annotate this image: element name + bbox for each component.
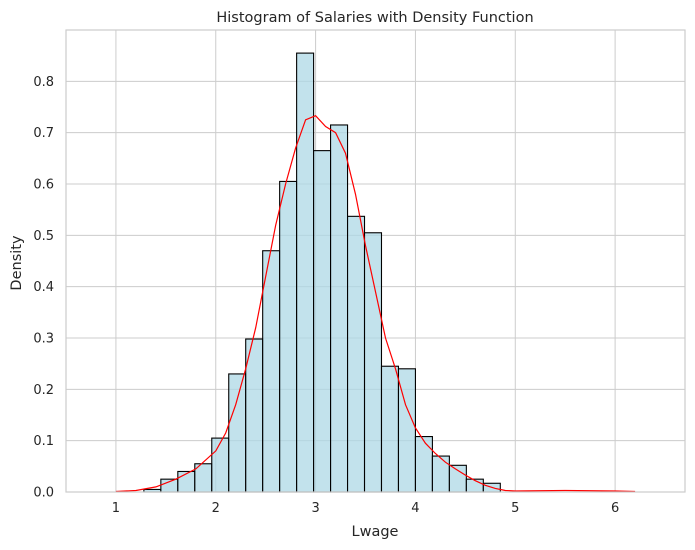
chart-title: Histogram of Salaries with Density Funct… <box>216 10 533 26</box>
histogram-bar <box>380 365 400 493</box>
x-tick-label: 2 <box>212 501 220 516</box>
y-tick-label: 0.4 <box>33 280 54 295</box>
histogram-bar <box>262 250 281 493</box>
histogram-bar <box>245 338 264 493</box>
histogram-bar <box>363 232 383 493</box>
x-tick-label: 3 <box>311 501 319 516</box>
plot-frame <box>65 29 686 493</box>
density-curve <box>115 114 636 493</box>
histogram-bar <box>346 215 366 493</box>
y-tick-label: 0.2 <box>33 383 54 398</box>
histogram-bar <box>330 124 349 493</box>
histogram-bar <box>448 464 467 493</box>
histogram-bar <box>313 150 332 493</box>
histogram-bar <box>177 470 196 493</box>
histogram-bar <box>211 437 230 493</box>
x-tick-labels: 1 2 3 4 5 6 <box>112 501 619 516</box>
histogram-bar <box>431 455 450 493</box>
y-tick-labels: 0.0 0.1 0.2 0.3 0.4 0.5 0.6 0.7 0.8 <box>33 75 54 501</box>
x-tick-label: 5 <box>511 501 519 516</box>
histogram-bar <box>279 180 298 493</box>
x-axis-label: Lwage <box>352 524 399 540</box>
histogram-bar <box>228 373 247 493</box>
y-tick-label: 0.7 <box>33 126 54 141</box>
x-tick-label: 6 <box>611 501 619 516</box>
y-tick-label: 0.0 <box>33 486 54 501</box>
y-tick-label: 0.5 <box>33 229 54 244</box>
y-tick-label: 0.3 <box>33 332 54 347</box>
density-curve-layer <box>115 114 636 493</box>
x-tick-label: 4 <box>411 501 419 516</box>
y-axis-label: Density <box>9 235 25 291</box>
grid-lines <box>66 30 685 493</box>
histogram-bars <box>143 52 501 493</box>
histogram-bar <box>414 436 433 493</box>
y-tick-label: 0.8 <box>33 75 54 90</box>
x-tick-label: 1 <box>112 501 120 516</box>
y-tick-label: 0.6 <box>33 178 54 193</box>
histogram-bar <box>296 52 315 493</box>
y-tick-label: 0.1 <box>33 434 54 449</box>
